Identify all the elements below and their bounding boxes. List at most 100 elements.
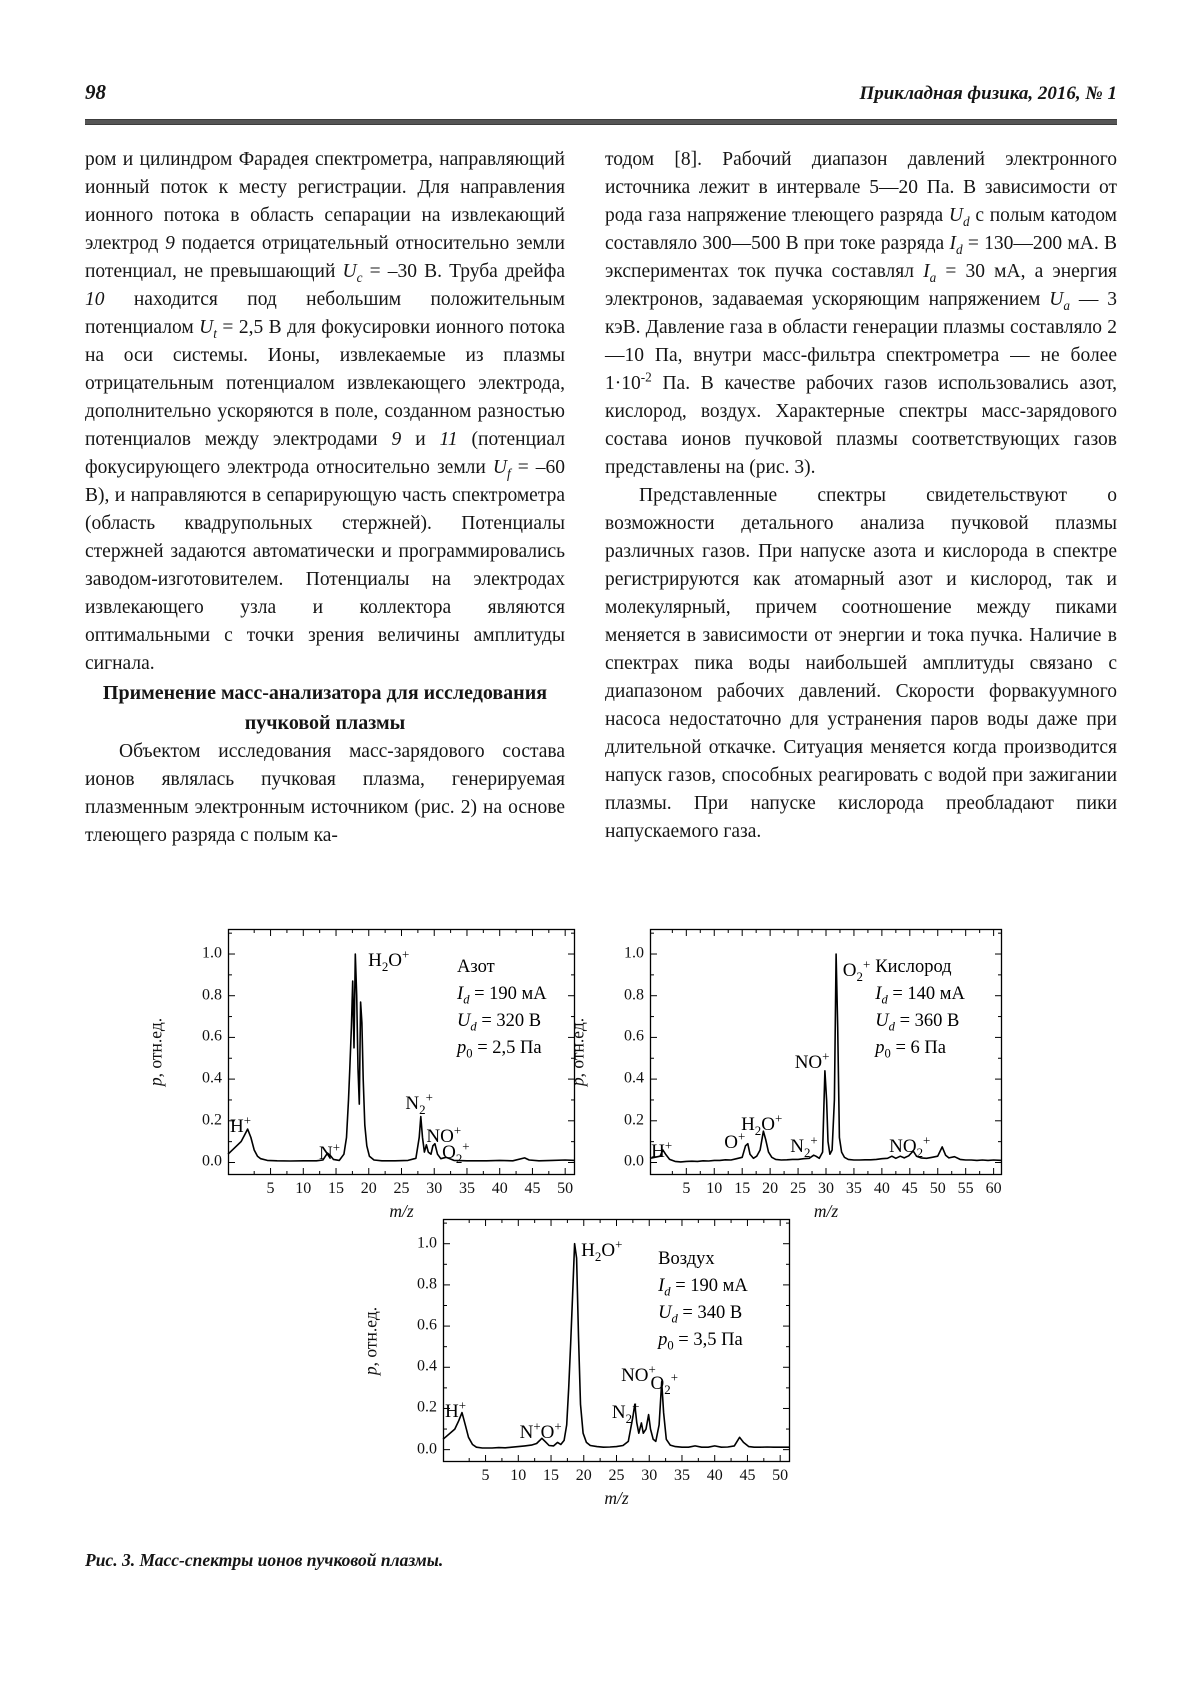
peak-label: H2O+ <box>581 1236 623 1264</box>
nitrogen-spectrum-plot <box>227 928 576 1176</box>
peak-label: NO+ <box>794 1048 830 1073</box>
x-tick-label: 25 <box>790 1180 807 1197</box>
legend-line: p0 = 2,5 Па <box>457 1037 542 1061</box>
y-axis-label: p, отн.ед. <box>360 1306 381 1375</box>
x-tick-label: 10 <box>510 1467 527 1484</box>
x-tick-label: 20 <box>762 1180 779 1197</box>
legend-line: Азот <box>457 956 495 977</box>
y-tick-label: 0.8 <box>417 1275 437 1293</box>
chart-oxygen-spectrum: 0.0 0.2 0.4 0.6 0.8 1.0 5 10 15 20 25 30 35 40 45 50 55 6… <box>568 928 1003 1221</box>
legend-line: Воздух <box>658 1248 715 1269</box>
x-tick-label: 40 <box>706 1467 723 1484</box>
y-tick-label: 0.2 <box>202 1111 222 1129</box>
body-paragraph: Объектом исследования масс-зарядового со… <box>85 741 565 846</box>
y-tick-label: 1.0 <box>417 1234 437 1252</box>
legend-line: p0 = 3,5 Па <box>658 1329 743 1353</box>
y-tick-label: 0.0 <box>417 1440 437 1458</box>
x-tick-label: 55 <box>957 1180 974 1197</box>
x-tick-label: 45 <box>524 1180 541 1197</box>
chart-air-spectrum: 0.0 0.2 0.4 0.6 0.8 1.0 5 10 15 20 25 30 35 40 45 50 p, … <box>361 1218 791 1508</box>
air-spectrum-plot <box>442 1218 791 1463</box>
x-tick-label: 25 <box>608 1467 625 1484</box>
y-tick-label: 0.4 <box>624 1069 644 1087</box>
y-tick-label: 1.0 <box>624 944 644 962</box>
peak-label: N2+ <box>405 1089 433 1117</box>
peak-label: O2+ <box>842 956 871 985</box>
peak-label: H2O+ <box>741 1110 783 1138</box>
peak-label: H2O+ <box>368 946 410 974</box>
x-tick-label: 30 <box>818 1180 834 1197</box>
x-tick-label: 10 <box>295 1180 312 1197</box>
peak-label: NO+ <box>621 1361 656 1387</box>
body-paragraph: Представленные спектры свидетельствуют о… <box>605 485 1117 842</box>
y-tick-label: 0.6 <box>417 1316 437 1334</box>
chart-legend: Воздух Id = 190 мА Ud = 340 В p0 = 3,5 Па <box>658 1246 748 1354</box>
body-paragraph: тодом [8]. Рабочий диапазон давлений эле… <box>605 149 1117 478</box>
page-header: 98 Прикладная физика, 2016, № 1 <box>85 80 1117 105</box>
chart-legend: Азот Id = 190 мА Ud = 320 В p0 = 2,5 Па <box>457 954 547 1062</box>
x-tick-label: 30 <box>426 1180 443 1197</box>
peak-label: N+O+ <box>519 1418 562 1443</box>
x-tick-label: 5 <box>682 1180 691 1197</box>
x-tick-label: 30 <box>641 1467 658 1484</box>
peak-label: N+ <box>319 1139 341 1164</box>
x-tick-label: 45 <box>739 1467 756 1484</box>
peak-label: O+ <box>724 1128 746 1154</box>
y-tick-label: 0.6 <box>202 1028 222 1046</box>
peak-label: O2+ <box>650 1370 678 1398</box>
x-tick-label: 35 <box>458 1180 475 1197</box>
x-tick-label: 20 <box>360 1180 377 1197</box>
x-tick-label: 35 <box>673 1467 690 1484</box>
legend-line: Ud = 360 В <box>875 1010 960 1034</box>
y-tick-label: 0.6 <box>624 1028 644 1046</box>
x-tick-label: 25 <box>393 1180 410 1197</box>
x-tick-label: 45 <box>901 1180 918 1197</box>
x-tick-label: 10 <box>706 1180 723 1197</box>
x-axis-label: m/z <box>389 1201 414 1221</box>
chart-nitrogen-spectrum: 0.0 0.2 0.4 0.6 0.8 1.0 5 10 15 20 25 30 35 40 45 50 p, … <box>146 928 576 1221</box>
legend-line: p0 = 6 Па <box>875 1037 946 1061</box>
legend-line: Ud = 340 В <box>658 1302 743 1326</box>
y-tick-label: 0.4 <box>202 1069 222 1087</box>
x-tick-label: 60 <box>985 1180 1002 1197</box>
legend-line: Кислород <box>875 956 952 977</box>
x-tick-label: 40 <box>873 1180 890 1197</box>
right-column: тодом [8]. Рабочий диапазон давлений эле… <box>605 146 1117 846</box>
x-tick-label: 15 <box>543 1467 560 1484</box>
x-axis-label: m/z <box>604 1488 629 1508</box>
x-tick-label: 5 <box>481 1467 490 1484</box>
y-tick-label: 0.2 <box>624 1111 644 1129</box>
x-tick-label: 50 <box>557 1180 574 1197</box>
peak-label: H+ <box>229 1112 251 1137</box>
peak-label: H+ <box>444 1397 466 1423</box>
x-axis-label: m/z <box>813 1201 839 1221</box>
y-tick-label: 0.8 <box>202 986 222 1004</box>
chart-legend: Кислород Id = 140 мА Ud = 360 В p0 = 6 Па <box>875 954 965 1062</box>
x-tick-label: 50 <box>929 1180 946 1197</box>
x-tick-label: 50 <box>772 1467 789 1484</box>
figure-caption: Рис. 3. Масс-спектры ионов пучковой плаз… <box>85 1550 444 1570</box>
y-tick-label: 0.2 <box>417 1399 437 1417</box>
y-tick-label: 0.8 <box>624 986 644 1004</box>
legend-line: Id = 140 мА <box>875 983 965 1007</box>
peak-label: N2+ <box>790 1133 818 1161</box>
peak-label: N2+ <box>611 1398 640 1427</box>
x-tick-label: 20 <box>575 1467 592 1484</box>
legend-line: Ud = 320 В <box>457 1010 542 1034</box>
body-paragraph: ром и цилиндром Фарадея спектрометра, на… <box>85 149 565 674</box>
y-tick-label: 0.0 <box>624 1153 644 1171</box>
y-tick-label: 1.0 <box>202 944 222 962</box>
y-tick-label: 0.0 <box>202 1153 222 1171</box>
header-rule <box>85 119 1117 125</box>
peak-label: NO+ <box>426 1122 462 1147</box>
x-tick-label: 40 <box>491 1180 508 1197</box>
peak-label: O2+ <box>442 1138 470 1166</box>
y-tick-label: 0.4 <box>417 1357 437 1375</box>
y-axis-label: p, отн.ед. <box>567 1017 588 1087</box>
peak-label: NO2+ <box>889 1133 931 1161</box>
legend-line: Id = 190 мА <box>457 983 547 1007</box>
x-tick-label: 15 <box>734 1180 751 1197</box>
x-tick-label: 15 <box>328 1180 345 1197</box>
oxygen-spectrum-plot <box>649 928 1003 1176</box>
